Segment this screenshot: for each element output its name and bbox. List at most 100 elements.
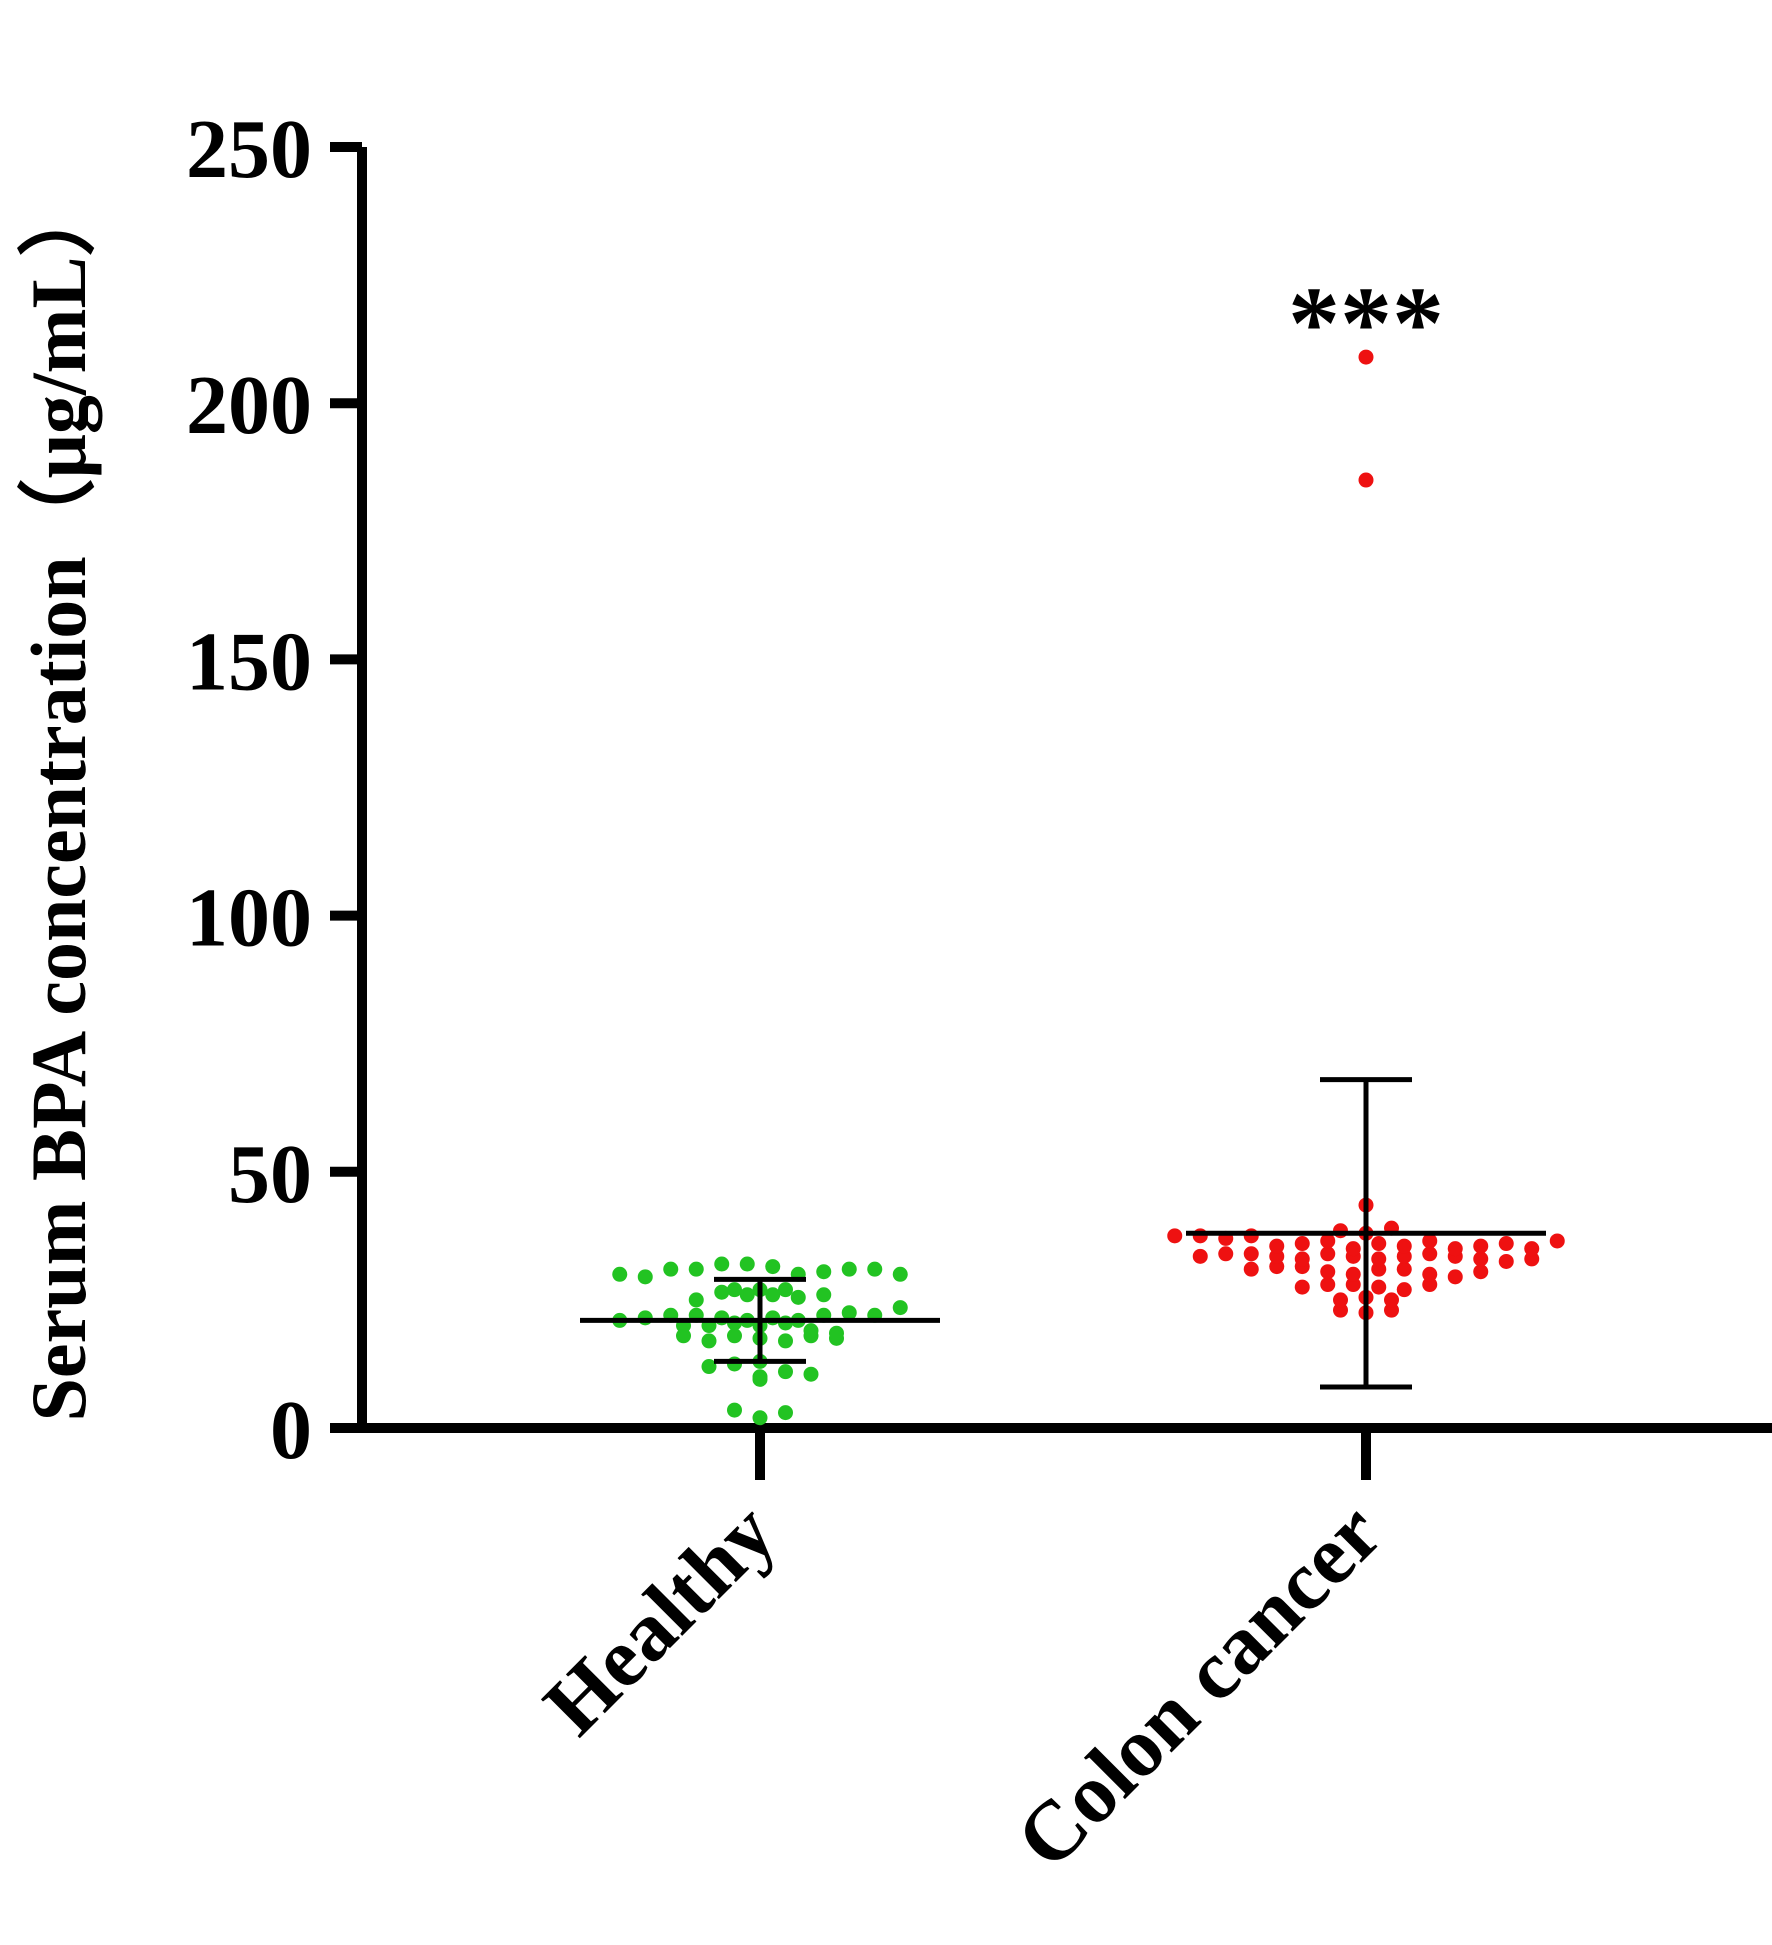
data-point (1294, 1236, 1310, 1252)
x-ticks: Healthy Colon cancer (526, 1428, 1399, 1886)
data-point (1422, 1277, 1438, 1293)
data-point (1243, 1261, 1259, 1277)
data-point (1473, 1264, 1489, 1280)
data-point (1384, 1292, 1399, 1308)
data-point (1384, 1302, 1399, 1318)
data-point (1524, 1251, 1540, 1267)
data-point (1549, 1233, 1565, 1249)
error-bars (580, 1077, 1546, 1390)
data-point (1218, 1246, 1234, 1262)
y-tick-label: 200 (186, 359, 312, 452)
data-point (778, 1315, 793, 1331)
data-point (1294, 1251, 1310, 1267)
data-point (1371, 1279, 1387, 1295)
significance-label: *** (1288, 266, 1444, 381)
data-point (803, 1323, 819, 1339)
data-point (1192, 1228, 1208, 1244)
data-point (778, 1333, 793, 1349)
data-point (1320, 1233, 1336, 1249)
data-point (1422, 1246, 1438, 1262)
data-point (1345, 1277, 1361, 1293)
data-point (778, 1364, 793, 1380)
data-point (752, 1369, 768, 1385)
data-points (612, 349, 1565, 1426)
data-point (714, 1256, 730, 1272)
data-point (841, 1305, 857, 1321)
data-point (727, 1282, 742, 1298)
data-point (1498, 1253, 1514, 1269)
data-point (790, 1289, 806, 1305)
data-point (1371, 1251, 1387, 1267)
data-point (727, 1402, 742, 1418)
data-point (637, 1310, 653, 1326)
data-point (1333, 1302, 1348, 1318)
axes (357, 147, 1772, 1433)
data-point (1524, 1241, 1540, 1257)
data-point (765, 1310, 781, 1326)
x-category-label: Colon cancer (999, 1486, 1400, 1887)
data-point (688, 1261, 704, 1277)
data-point (676, 1328, 691, 1344)
data-point (1192, 1248, 1208, 1264)
data-point (688, 1292, 704, 1308)
data-point (663, 1261, 679, 1277)
data-point (1358, 472, 1374, 488)
y-tick-label: 150 (186, 615, 312, 708)
data-point (637, 1269, 653, 1285)
data-point (1345, 1266, 1361, 1282)
data-point (1473, 1238, 1489, 1254)
data-point (1269, 1259, 1285, 1275)
data-point (701, 1359, 717, 1375)
data-point (1320, 1246, 1336, 1262)
data-point (1396, 1238, 1412, 1254)
data-point (829, 1325, 844, 1341)
y-tick-label: 0 (270, 1384, 312, 1477)
data-point (1396, 1248, 1412, 1264)
data-point (1320, 1277, 1336, 1293)
x-category-label: Healthy (526, 1486, 793, 1753)
y-tick-label: 250 (186, 103, 312, 196)
data-point (727, 1356, 742, 1372)
data-point (1345, 1241, 1361, 1257)
data-point (739, 1287, 755, 1303)
data-point (778, 1405, 793, 1421)
data-point (714, 1284, 730, 1300)
data-point (752, 1410, 768, 1426)
data-point (727, 1328, 742, 1344)
data-point (816, 1264, 832, 1280)
data-point (765, 1287, 781, 1303)
data-point (714, 1310, 730, 1326)
data-point (1243, 1246, 1259, 1262)
data-point (1358, 349, 1374, 365)
data-point (1167, 1228, 1183, 1244)
data-point (1498, 1236, 1514, 1252)
data-point (1243, 1228, 1259, 1244)
data-point (1333, 1223, 1348, 1239)
data-point (892, 1266, 908, 1282)
data-point (1371, 1236, 1387, 1252)
data-point (1447, 1241, 1463, 1257)
data-point (727, 1315, 742, 1331)
data-point (1320, 1264, 1336, 1280)
data-point (1447, 1269, 1463, 1285)
data-point (1371, 1261, 1387, 1277)
data-point (1396, 1261, 1412, 1277)
data-point (803, 1366, 819, 1382)
data-point (1269, 1248, 1285, 1264)
data-point (1333, 1292, 1348, 1308)
data-point (612, 1266, 628, 1282)
data-point (841, 1261, 857, 1277)
data-point (739, 1256, 755, 1272)
data-point (1269, 1238, 1285, 1254)
y-ticks: 0 50 100 150 200 250 (186, 103, 362, 1477)
data-point (701, 1333, 717, 1349)
data-point (867, 1261, 883, 1277)
data-point (1422, 1266, 1438, 1282)
data-point (816, 1287, 832, 1303)
data-point (778, 1282, 793, 1298)
y-tick-label: 100 (186, 872, 312, 965)
data-point (1294, 1279, 1310, 1295)
data-point (1396, 1282, 1412, 1298)
y-axis-title: Serum BPA concentration（μg/mL） (15, 178, 102, 1421)
